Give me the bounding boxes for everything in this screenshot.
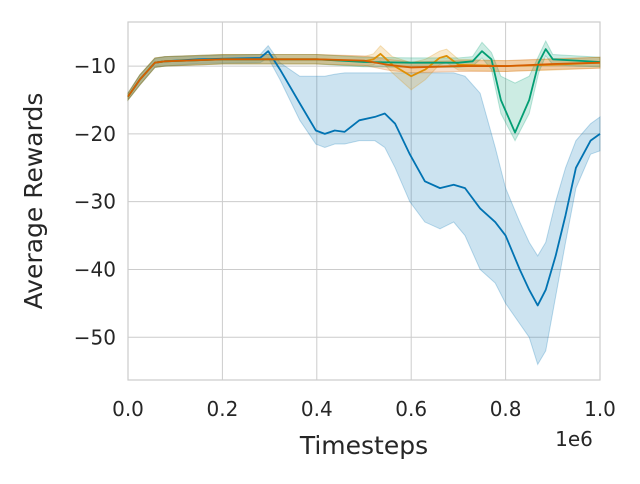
x-tick-label: 0.0: [112, 397, 144, 421]
x-tick-labels: 0.0 0.2 0.4 0.6 0.8 1.0: [112, 397, 616, 421]
blue-series-line: [127, 50, 601, 307]
y-tick-label: −10: [74, 54, 116, 78]
y-tick-label: −30: [74, 190, 116, 214]
x-tick-label: 0.4: [301, 397, 333, 421]
x-tick-label: 0.8: [490, 397, 522, 421]
y-tick-label: −40: [74, 257, 116, 281]
red-series-line: [127, 58, 601, 98]
y-axis-label: Average Rewards: [19, 93, 48, 310]
x-tick-label: 0.6: [395, 397, 427, 421]
x-axis-offset-label: 1e6: [555, 427, 593, 451]
x-tick-label: 0.2: [206, 397, 238, 421]
series-lines: [127, 48, 601, 307]
y-tick-label: −20: [74, 122, 116, 146]
x-axis-label: Timesteps: [299, 431, 428, 460]
x-tick-label: 1.0: [584, 397, 616, 421]
y-tick-label: −50: [74, 325, 116, 349]
blue-series-band: [127, 44, 601, 366]
y-tick-labels: −10 −20 −30 −40 −50: [74, 54, 116, 349]
plot-area: [127, 21, 601, 381]
